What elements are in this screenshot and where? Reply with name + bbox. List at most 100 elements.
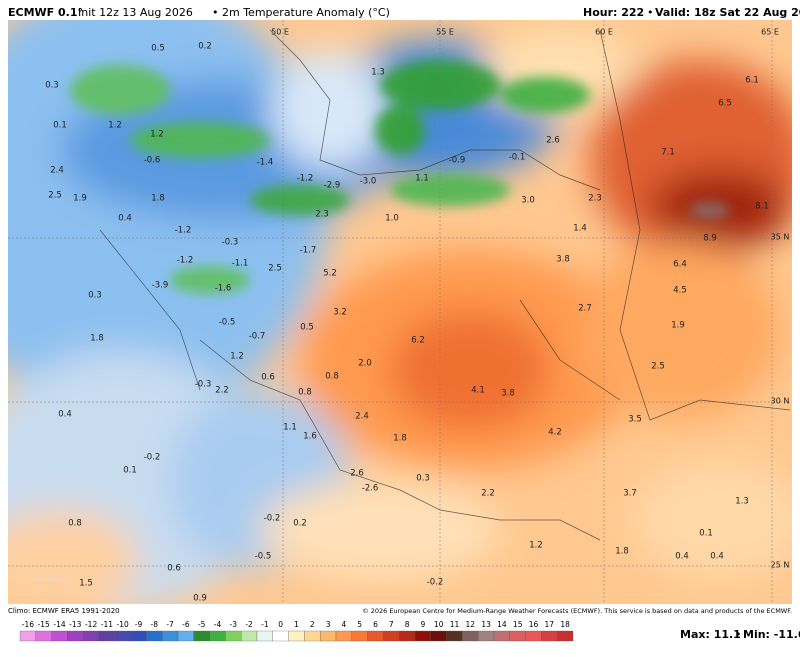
- init-time: Init 12z 13 Aug 2026: [78, 6, 193, 19]
- colorbar-label: 6: [373, 620, 378, 629]
- anomaly-label: 1.9: [73, 194, 87, 204]
- anomaly-label: -0.2: [144, 453, 161, 463]
- anomaly-label: -0.6: [144, 156, 161, 166]
- colorbar-label: 1: [294, 620, 299, 629]
- anomaly-label: 3.5: [628, 415, 642, 425]
- anomaly-label: 2.6: [546, 136, 560, 146]
- anomaly-label: 6.4: [673, 260, 687, 270]
- anomaly-label: 0.1: [53, 121, 67, 131]
- anomaly-label: 1.2: [230, 352, 244, 362]
- colorbar-label: -6: [182, 620, 190, 629]
- anomaly-label: 6.1: [745, 76, 759, 86]
- colorbar-label: 12: [466, 620, 476, 629]
- colorbar-cell: [462, 630, 479, 642]
- anomaly-label: -0.2: [427, 578, 444, 588]
- anomaly-label: 3.2: [333, 308, 347, 318]
- colorbar-label: 2: [310, 620, 315, 629]
- anomaly-label: 0.8: [68, 519, 82, 529]
- anomaly-label: 0.3: [416, 474, 430, 484]
- bullet: •: [212, 6, 219, 19]
- anomaly-label: 0.6: [261, 373, 275, 383]
- anomaly-label: 0.2: [198, 42, 212, 52]
- anomaly-label: 1.8: [615, 547, 629, 557]
- anomaly-label: 6.5: [718, 99, 732, 109]
- colorbar-label: 9: [421, 620, 426, 629]
- colorbar-cell: [525, 630, 542, 642]
- colorbar-label: -8: [151, 620, 159, 629]
- anomaly-label: 2.2: [215, 386, 229, 396]
- anomaly-label: -1.2: [175, 226, 192, 236]
- climo-note: Climo: ECMWF ERA5 1991-2020: [8, 607, 120, 615]
- colorbar-cell: [304, 630, 321, 642]
- grid-label: 25 N: [771, 561, 790, 570]
- colorbar-label: -10: [117, 620, 129, 629]
- overlay: 50 E 55 E 60 E 65 E 35 N 30 N 25 N 0.5 0.2 0.3 0.1…: [19, 28, 790, 642]
- colorbar-cell: [35, 630, 52, 642]
- anomaly-label: -1.4: [257, 158, 274, 168]
- colorbar-cell: [209, 630, 226, 642]
- colorbar-label: -7: [166, 620, 174, 629]
- colorbar-label: -9: [135, 620, 143, 629]
- colorbar-label: 15: [513, 620, 523, 629]
- anomaly-label: 1.6: [303, 432, 317, 442]
- anomaly-label: 0.6: [167, 564, 181, 574]
- colorbar-cell: [557, 630, 574, 642]
- anomaly-label: 1.2: [529, 541, 543, 551]
- colorbar-cell: [493, 630, 510, 642]
- anomaly-label: 7.1: [661, 148, 675, 158]
- colorbar-label: -14: [53, 620, 65, 629]
- colorbar-label: 3: [326, 620, 331, 629]
- grid-label: 35 N: [771, 233, 790, 242]
- colorbar-cell: [162, 630, 179, 642]
- colorbar-cell: [67, 630, 84, 642]
- anomaly-label: 2.4: [355, 412, 369, 422]
- colorbar-label: 13: [481, 620, 491, 629]
- anomaly-label: 0.4: [58, 410, 72, 420]
- anomaly-label: 0.1: [699, 529, 713, 539]
- copyright: © 2026 European Centre for Medium-Range …: [362, 607, 792, 615]
- anomaly-label: -3.0: [360, 177, 377, 187]
- anomaly-label: 1.8: [151, 194, 165, 204]
- anomaly-label: 2.3: [315, 210, 329, 220]
- anomaly-label: 2.3: [588, 194, 602, 204]
- grid-label: 55 E: [436, 28, 454, 37]
- anomaly-label: -0.1: [509, 153, 526, 163]
- anomaly-label: 0.2: [293, 519, 307, 529]
- colorbar-cell: [509, 630, 526, 642]
- anomaly-label: -1.2: [297, 174, 314, 184]
- anomaly-label: 2.2: [481, 489, 495, 499]
- anomaly-label: 1.8: [90, 334, 104, 344]
- colorbar-label: 17: [545, 620, 555, 629]
- colorbar-cell: [130, 630, 147, 642]
- anomaly-label: 0.1: [123, 466, 137, 476]
- anomaly-label: -1.1: [232, 259, 249, 269]
- colorbar-cell: [351, 630, 368, 642]
- anomaly-label: 8.1: [755, 202, 769, 212]
- anomaly-label: 4.2: [548, 428, 562, 438]
- colorbar-label: -12: [85, 620, 97, 629]
- anomaly-label: 1.8: [393, 434, 407, 444]
- colorbar-label: -5: [198, 620, 206, 629]
- anomaly-label: 0.4: [710, 552, 724, 562]
- min-value: Min: -11.6: [743, 628, 800, 641]
- colorbar-cell: [51, 630, 68, 642]
- anomaly-label: 2.0: [358, 359, 372, 369]
- colorbar-cell: [399, 630, 416, 642]
- anomaly-label: -0.3: [195, 380, 212, 390]
- colorbar-cell: [335, 630, 352, 642]
- anomaly-label: 0.5: [300, 323, 314, 333]
- grid-label: 60 E: [595, 28, 613, 37]
- max-value: Max: 11.1: [680, 628, 741, 641]
- anomaly-label: 0.3: [45, 81, 59, 91]
- grid-label: 65 E: [761, 28, 779, 37]
- colorbar-label: -3: [230, 620, 238, 629]
- anomaly-label: 0.8: [325, 372, 339, 382]
- anomaly-label: 0.4: [675, 552, 689, 562]
- variable-name: 2m Temperature Anomaly (°C): [222, 6, 390, 19]
- anomaly-label: -0.5: [255, 552, 272, 562]
- colorbar-label: -4: [214, 620, 222, 629]
- colorbar-label: 14: [497, 620, 507, 629]
- anomaly-label: -1.2: [177, 256, 194, 266]
- anomaly-label: 0.4: [118, 214, 132, 224]
